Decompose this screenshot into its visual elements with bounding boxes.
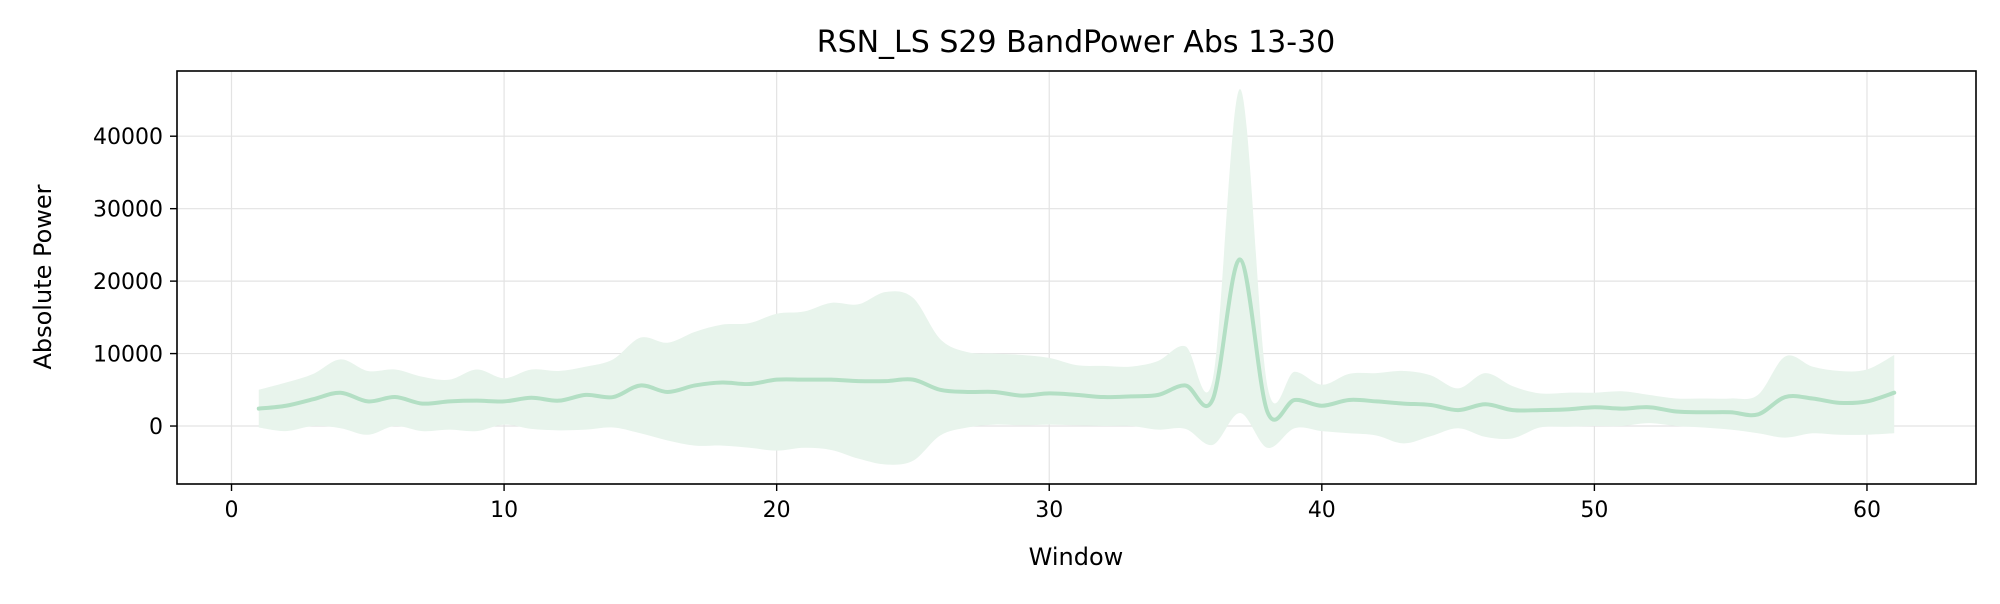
y-tick-label: 30000 bbox=[93, 198, 163, 223]
y-tick-label: 40000 bbox=[93, 125, 163, 150]
confidence-band bbox=[258, 89, 1895, 465]
y-tick-label: 20000 bbox=[93, 270, 163, 295]
y-tick-label: 0 bbox=[149, 415, 163, 440]
x-tick-label: 10 bbox=[490, 498, 518, 523]
plot-frame bbox=[176, 70, 1977, 485]
y-tick-label: 10000 bbox=[93, 343, 163, 368]
x-tick-label: 0 bbox=[225, 498, 239, 523]
chart-title: RSN_LS S29 BandPower Abs 13-30 bbox=[817, 25, 1336, 60]
mean-line bbox=[256, 257, 1897, 422]
x-tick-label: 40 bbox=[1308, 498, 1336, 523]
x-tick-label: 50 bbox=[1580, 498, 1608, 523]
x-axis-label: Window bbox=[1029, 543, 1124, 571]
x-tick-label: 30 bbox=[1035, 498, 1063, 523]
x-tick-label: 20 bbox=[763, 498, 791, 523]
y-axis-label: Absolute Power bbox=[29, 184, 57, 369]
x-tick-label: 60 bbox=[1853, 498, 1881, 523]
